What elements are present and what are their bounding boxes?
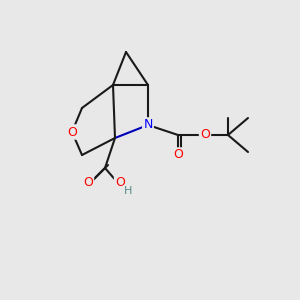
- Text: H: H: [124, 186, 132, 196]
- Text: O: O: [200, 128, 210, 142]
- Text: O: O: [67, 125, 77, 139]
- Text: O: O: [115, 176, 125, 190]
- Text: O: O: [83, 176, 93, 190]
- Text: N: N: [143, 118, 153, 131]
- Text: O: O: [173, 148, 183, 161]
